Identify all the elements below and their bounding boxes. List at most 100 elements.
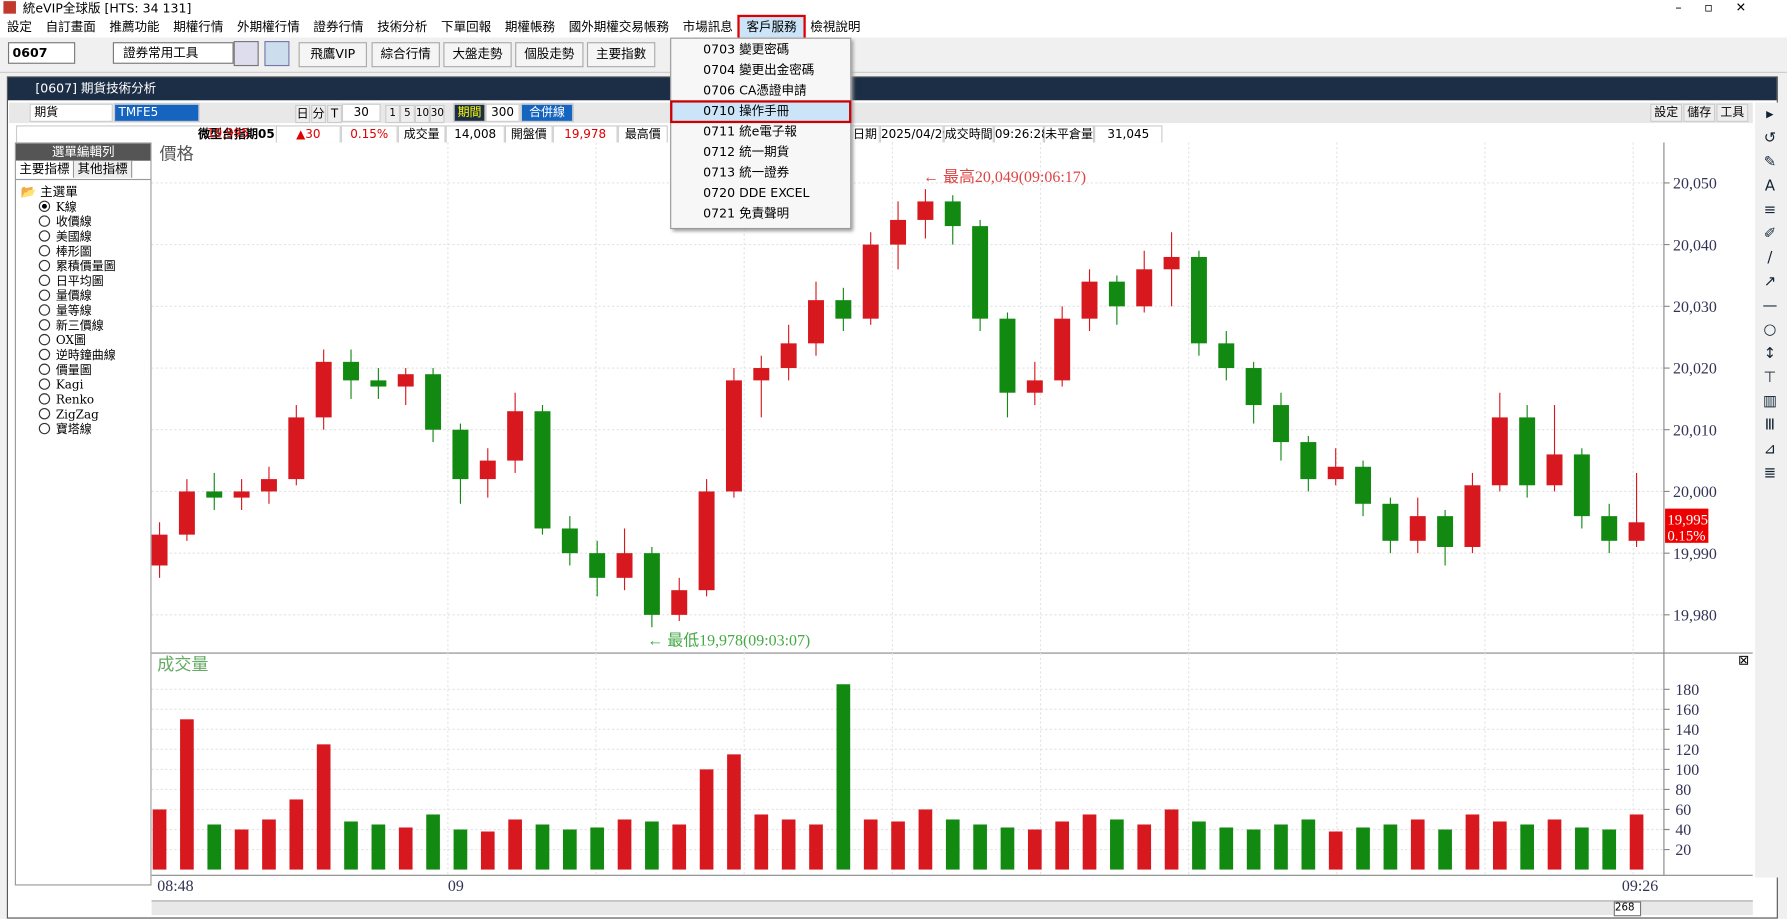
dropdown-item[interactable]: 0711 統e電子報: [703, 124, 797, 140]
radio[interactable]: [38, 274, 51, 287]
toolbar: 0607 證券常用工具: [0, 37, 1787, 73]
dropdown-item[interactable]: 0713 統一證券: [703, 165, 790, 181]
tool-icon[interactable]: [233, 41, 259, 67]
radio[interactable]: [38, 215, 51, 227]
market-select[interactable]: 期貨: [29, 103, 113, 122]
indicator-row[interactable]: 寶塔線: [38, 422, 151, 438]
step-button[interactable]: 30: [429, 104, 445, 124]
indicator-row[interactable]: 收價線: [38, 215, 151, 230]
toolbar-button[interactable]: 主要指數: [586, 42, 656, 68]
app-icon: [3, 1, 16, 14]
add-icon[interactable]: [264, 41, 290, 67]
step-button[interactable]: 5: [400, 104, 415, 124]
candle-body: [397, 374, 414, 387]
candle-body: [1327, 466, 1344, 480]
menu-item[interactable]: 下單回報: [441, 19, 492, 35]
dropdown-item[interactable]: 0703 變更密碼: [703, 42, 790, 57]
toolbar-button[interactable]: 個股走勢: [515, 42, 584, 68]
indicator-row[interactable]: 逆時鐘曲線: [38, 348, 151, 364]
radio[interactable]: [38, 259, 51, 272]
indicator-row[interactable]: 棒形圖: [38, 245, 151, 260]
action-button[interactable]: 儲存: [1683, 103, 1716, 122]
tools-select[interactable]: 證券常用工具: [112, 42, 234, 64]
dropdown-item[interactable]: 0706 CA憑證申請: [703, 83, 807, 99]
toolbar-button[interactable]: 綜合行情: [371, 42, 440, 68]
window-controls[interactable]: –▫✕: [1675, 0, 1769, 15]
indicator-row[interactable]: Renko: [38, 393, 151, 408]
radio[interactable]: [38, 319, 51, 331]
indicator-row[interactable]: 日平均圖: [38, 274, 151, 290]
dropdown-menu: 0703 變更密碼 0704 變更出金密碼 0706 CA憑證申請 0710 操作手冊…: [670, 37, 852, 230]
indicator-row[interactable]: Kagi: [38, 378, 151, 393]
radio[interactable]: [38, 422, 51, 435]
scrollbar[interactable]: 268: [151, 900, 1753, 917]
period-value[interactable]: 300: [485, 103, 520, 122]
close-icon[interactable]: ⊠: [1738, 652, 1749, 667]
zoom-value: 268: [1613, 901, 1642, 917]
volume-bar: [1328, 831, 1343, 870]
radio[interactable]: [38, 408, 51, 420]
indicator-row[interactable]: 價量圖: [38, 363, 151, 379]
dropdown-item[interactable]: 0704 變更出金密碼: [703, 62, 815, 78]
menu-item[interactable]: 外期權行情: [237, 19, 300, 35]
radio[interactable]: [38, 363, 51, 375]
action-button[interactable]: 工具: [1716, 103, 1749, 122]
code-input[interactable]: 0607: [7, 42, 76, 64]
indicator-row[interactable]: 量等線: [38, 304, 151, 319]
drawing-tools[interactable]: ▸ ↺ ✎ A ≡ ✐ / ↗ — ○ ↕ ⊤ ▥ Ⅲ ⊿ ≣: [1755, 102, 1785, 878]
radio[interactable]: [38, 393, 51, 405]
volume-bar: [754, 814, 769, 870]
volume-bar: [344, 821, 358, 870]
radio[interactable]: [38, 348, 51, 361]
dropdown-item[interactable]: 0712 統一期貨: [703, 144, 790, 160]
menu-item[interactable]: 市場訊息: [682, 19, 733, 35]
indicator-row[interactable]: OX圖: [38, 333, 151, 349]
menu-item[interactable]: 證券行情: [313, 19, 364, 35]
menu-item[interactable]: 推薦功能: [109, 19, 160, 35]
radio[interactable]: [38, 378, 51, 390]
indicator-label: Kagi: [55, 378, 84, 393]
toolbar-button[interactable]: 大盤走勢: [443, 42, 512, 68]
radio[interactable]: [38, 230, 51, 242]
indicator-row[interactable]: 累積價量圖: [38, 259, 151, 275]
indicator-row[interactable]: 新三價線: [38, 319, 151, 334]
radio[interactable]: [38, 333, 51, 346]
merge-select[interactable]: 合併線: [520, 103, 574, 122]
indicator-row[interactable]: 量價線: [38, 289, 151, 304]
menu-item[interactable]: 設定: [6, 19, 32, 35]
menu-item[interactable]: 技術分析: [377, 19, 428, 35]
period-button[interactable]: 分: [311, 104, 326, 124]
step-button[interactable]: 10: [414, 104, 430, 124]
candle-body: [1108, 281, 1125, 307]
period-button[interactable]: T: [327, 104, 342, 124]
count-select[interactable]: 30: [341, 103, 381, 122]
period-button[interactable]: 日: [295, 104, 310, 124]
sidebar-tab[interactable]: 主要指標: [15, 160, 75, 178]
symbol-select[interactable]: TMFE5: [113, 103, 200, 122]
radio[interactable]: [38, 245, 51, 257]
radio[interactable]: [38, 200, 51, 212]
action-button[interactable]: 設定: [1650, 103, 1683, 122]
menu-item[interactable]: 檢視說明: [810, 19, 861, 35]
toolbar-button[interactable]: 飛鷹VIP: [298, 42, 367, 68]
step-button[interactable]: 1: [385, 104, 401, 124]
x-tick-label: 08:48: [157, 878, 193, 895]
tree-root-label: 主選單: [40, 184, 78, 200]
dropdown-item[interactable]: 0720 DDE EXCEL: [703, 185, 810, 201]
menu-item[interactable]: 期權帳務: [504, 19, 556, 35]
indicator-row[interactable]: ZigZag: [38, 408, 151, 423]
dropdown-item[interactable]: 0710 操作手冊: [670, 100, 852, 124]
radio[interactable]: [38, 304, 51, 316]
menu-item[interactable]: 國外期權交易帳務: [568, 19, 669, 35]
indicator-row[interactable]: K線: [38, 200, 151, 216]
sidebar-tab[interactable]: 其他指標: [74, 160, 133, 178]
candle-body: [178, 491, 195, 535]
menu-item[interactable]: 期權行情: [173, 19, 224, 35]
last-price-tag: [1665, 508, 1709, 543]
menu-item[interactable]: 自訂畫面: [45, 19, 96, 35]
dropdown-item[interactable]: 0721 免責聲明: [703, 206, 790, 222]
radio[interactable]: [38, 289, 51, 301]
indicator-row[interactable]: 美國線: [38, 230, 151, 245]
menu-item[interactable]: 客戶服務: [737, 14, 806, 40]
indicator-label: 逆時鐘曲線: [55, 348, 116, 363]
